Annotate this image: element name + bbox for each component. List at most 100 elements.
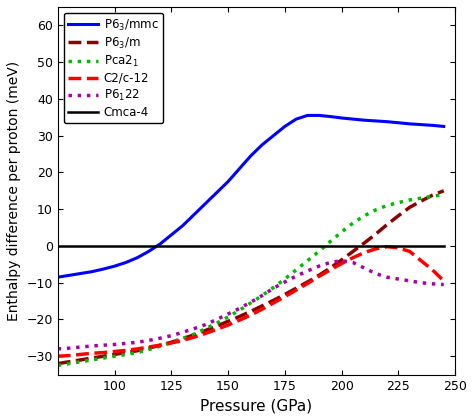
P6$_1$22 bbox=[225, 312, 231, 317]
Pca2$_1$ bbox=[395, 200, 401, 205]
C2/c-12 bbox=[180, 338, 185, 343]
P6$_3$/m bbox=[259, 303, 265, 308]
P6$_1$22 bbox=[55, 346, 61, 352]
C2/c-12 bbox=[328, 267, 333, 272]
P6$_3$/mmc bbox=[418, 122, 424, 127]
P6$_1$22 bbox=[89, 344, 95, 349]
P6$_1$22 bbox=[282, 279, 288, 284]
P6$_3$/mmc bbox=[66, 273, 72, 278]
P6$_1$22 bbox=[441, 282, 447, 287]
Pca2$_1$ bbox=[168, 340, 174, 345]
P6$_3$/m bbox=[168, 340, 174, 345]
P6$_3$/mmc bbox=[168, 232, 174, 237]
P6$_3$/m bbox=[373, 232, 378, 237]
Pca2$_1$ bbox=[180, 336, 185, 341]
P6$_1$22 bbox=[384, 275, 390, 280]
Pca2$_1$ bbox=[384, 203, 390, 208]
C2/c-12 bbox=[202, 331, 208, 336]
C2/c-12 bbox=[248, 312, 254, 318]
Pca2$_1$ bbox=[429, 194, 435, 199]
C2/c-12 bbox=[395, 245, 401, 250]
P6$_3$/mmc bbox=[271, 133, 276, 138]
C2/c-12 bbox=[271, 300, 276, 305]
P6$_1$22 bbox=[328, 260, 333, 265]
P6$_3$/m bbox=[429, 193, 435, 198]
Line: P6$_3$/mmc: P6$_3$/mmc bbox=[58, 116, 444, 277]
P6$_3$/m bbox=[293, 286, 299, 291]
P6$_1$22 bbox=[66, 346, 72, 351]
P6$_1$22 bbox=[350, 260, 356, 265]
C2/c-12 bbox=[66, 353, 72, 358]
P6$_3$/mmc bbox=[407, 121, 412, 126]
P6$_3$/m bbox=[55, 361, 61, 366]
P6$_3$/m bbox=[350, 249, 356, 254]
P6$_3$/mmc bbox=[225, 179, 231, 184]
Pca2$_1$ bbox=[418, 196, 424, 201]
C2/c-12 bbox=[78, 352, 83, 357]
C2/c-12 bbox=[362, 250, 367, 255]
Line: C2/c-12: C2/c-12 bbox=[58, 247, 444, 356]
Legend: P6$_3$/mmc, P6$_3$/m, Pca2$_1$, C2/c-12, P6$_1$22, Cmca-4: P6$_3$/mmc, P6$_3$/m, Pca2$_1$, C2/c-12,… bbox=[64, 13, 164, 123]
Pca2$_1$ bbox=[202, 326, 208, 331]
P6$_1$22 bbox=[418, 280, 424, 285]
Pca2$_1$ bbox=[55, 363, 61, 368]
C2/c-12 bbox=[305, 281, 310, 286]
Pca2$_1$ bbox=[339, 229, 345, 234]
P6$_3$/m bbox=[89, 356, 95, 361]
P6$_3$/mmc bbox=[384, 119, 390, 124]
Pca2$_1$ bbox=[373, 207, 378, 213]
P6$_3$/m bbox=[441, 188, 447, 193]
Pca2$_1$ bbox=[237, 308, 242, 313]
P6$_3$/mmc bbox=[373, 118, 378, 123]
P6$_1$22 bbox=[429, 281, 435, 286]
Line: P6$_3$/m: P6$_3$/m bbox=[58, 191, 444, 364]
Pca2$_1$ bbox=[89, 357, 95, 362]
Pca2$_1$ bbox=[350, 220, 356, 226]
P6$_3$/mmc bbox=[305, 113, 310, 118]
C2/c-12 bbox=[373, 247, 378, 252]
P6$_1$22 bbox=[237, 306, 242, 311]
C2/c-12 bbox=[259, 307, 265, 312]
P6$_3$/mmc bbox=[282, 124, 288, 129]
Pca2$_1$ bbox=[441, 192, 447, 197]
P6$_3$/m bbox=[134, 348, 140, 353]
P6$_3$/m bbox=[112, 352, 118, 357]
C2/c-12 bbox=[350, 255, 356, 260]
C2/c-12 bbox=[157, 343, 163, 348]
C2/c-12 bbox=[89, 351, 95, 356]
Pca2$_1$ bbox=[100, 356, 106, 361]
P6$_1$22 bbox=[157, 336, 163, 341]
P6$_1$22 bbox=[316, 264, 322, 269]
P6$_3$/m bbox=[66, 359, 72, 364]
Pca2$_1$ bbox=[157, 344, 163, 349]
P6$_1$22 bbox=[78, 344, 83, 349]
P6$_3$/m bbox=[202, 328, 208, 333]
Pca2$_1$ bbox=[259, 293, 265, 298]
P6$_3$/mmc bbox=[395, 120, 401, 125]
P6$_3$/m bbox=[418, 199, 424, 204]
P6$_3$/mmc bbox=[157, 241, 163, 247]
P6$_3$/mmc bbox=[202, 201, 208, 206]
Pca2$_1$ bbox=[66, 361, 72, 366]
P6$_3$/mmc bbox=[248, 153, 254, 158]
P6$_1$22 bbox=[146, 338, 151, 343]
C2/c-12 bbox=[384, 244, 390, 249]
Pca2$_1$ bbox=[225, 315, 231, 320]
P6$_3$/mmc bbox=[134, 255, 140, 260]
P6$_3$/m bbox=[271, 298, 276, 303]
P6$_3$/m bbox=[237, 314, 242, 319]
Pca2$_1$ bbox=[214, 320, 219, 326]
P6$_1$22 bbox=[259, 293, 265, 298]
P6$_3$/m bbox=[157, 343, 163, 348]
P6$_3$/m bbox=[407, 205, 412, 210]
X-axis label: Pressure (GPa): Pressure (GPa) bbox=[201, 398, 312, 413]
P6$_3$/m bbox=[316, 273, 322, 278]
P6$_1$22 bbox=[202, 322, 208, 327]
Y-axis label: Enthalpy difference per proton (meV): Enthalpy difference per proton (meV) bbox=[7, 61, 21, 321]
C2/c-12 bbox=[112, 349, 118, 354]
P6$_3$/m bbox=[123, 350, 129, 355]
Pca2$_1$ bbox=[407, 197, 412, 202]
Pca2$_1$ bbox=[134, 350, 140, 355]
P6$_3$/m bbox=[191, 332, 197, 337]
P6$_3$/mmc bbox=[259, 142, 265, 147]
